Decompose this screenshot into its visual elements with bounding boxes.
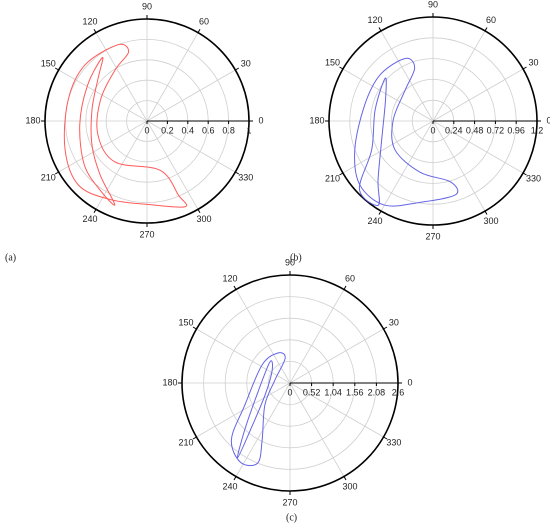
angle-label: 240 [222,481,237,491]
angle-label: 330 [238,172,253,182]
angle-label: 150 [41,58,56,68]
radial-tick-label: 0 [287,387,292,397]
angle-label: 60 [486,15,496,25]
radial-tick-label: 0.4 [182,125,195,135]
radial-tick-label: 0.24 [445,125,463,135]
angle-label: 90 [428,0,438,9]
panel-label: (a) [5,252,16,263]
angle-label: 120 [222,273,237,283]
angle-label: 240 [367,216,382,226]
spoke [380,30,434,122]
angle-label: 300 [196,214,211,224]
angle-label: 180 [309,115,324,125]
spoke [146,120,199,210]
angle-label: 90 [142,1,152,11]
spoke [235,289,291,384]
angle-label: 180 [162,377,177,387]
spoke [95,120,148,210]
angle-label: 210 [325,173,340,183]
radial-tick-label: 0.2 [161,125,174,135]
spoke [432,68,524,122]
angle-label: 60 [345,273,355,283]
radial-tick-label: 1.56 [346,387,364,397]
curve [354,57,459,207]
spoke [289,328,384,384]
angle-label: 120 [367,15,382,25]
spoke [432,120,524,174]
angle-label: 30 [241,58,251,68]
angle-label: 270 [139,229,154,239]
angle-label: 270 [425,231,440,241]
spoke [196,328,291,384]
curve [79,56,116,206]
radial-tick-label: 2.6 [392,387,405,397]
radial-tick-label: 1 [246,125,251,135]
radial-tick-label: 0 [430,125,435,135]
panel-label: (c) [286,512,297,523]
radial-tick-label: 0 [144,125,149,135]
radial-tick-label: 0.72 [487,125,505,135]
angle-label: 300 [483,216,498,226]
spoke [146,120,236,173]
radial-tick-label: 0.8 [222,125,235,135]
angle-label: 180 [25,115,40,125]
radial-tick-label: 1.2 [531,125,544,135]
radial-tick-label: 0.48 [466,125,484,135]
spoke [58,69,148,122]
spoke [95,32,148,122]
angle-label: 120 [82,17,97,27]
curve [63,43,188,208]
angle-label: 60 [199,17,209,27]
angle-label: 30 [389,317,399,327]
angle-label: 210 [41,172,56,182]
angle-label: 0 [258,115,263,125]
curve [358,77,387,206]
angle-label: 330 [386,437,401,447]
spoke [196,382,291,438]
spoke [146,69,236,122]
angle-label: 150 [325,57,340,67]
angle-label: 210 [179,437,194,447]
curve [236,360,274,459]
spoke [342,120,434,174]
radial-tick-label: 2.08 [368,387,386,397]
curve [230,352,286,467]
spoke [289,382,384,438]
angle-label: 300 [342,481,357,491]
angle-label: 0 [407,377,412,387]
angle-label: 0 [546,115,550,125]
spoke [289,382,345,477]
spoke [289,289,345,384]
angle-label: 330 [526,173,541,183]
panel-label: (b) [290,252,302,263]
radial-tick-label: 1.04 [324,387,342,397]
radial-tick-label: 0.6 [202,125,215,135]
radial-tick-label: 0.52 [303,387,321,397]
spoke [380,120,434,212]
spoke [342,68,434,122]
spoke [58,120,148,173]
angle-label: 30 [528,57,538,67]
angle-label: 90 [285,257,295,267]
radial-tick-label: 0.96 [507,125,525,135]
spoke [432,30,486,122]
angle-label: 240 [82,214,97,224]
angle-label: 150 [179,317,194,327]
angle-label: 270 [282,497,297,507]
spoke [432,120,486,212]
spoke [146,32,199,122]
